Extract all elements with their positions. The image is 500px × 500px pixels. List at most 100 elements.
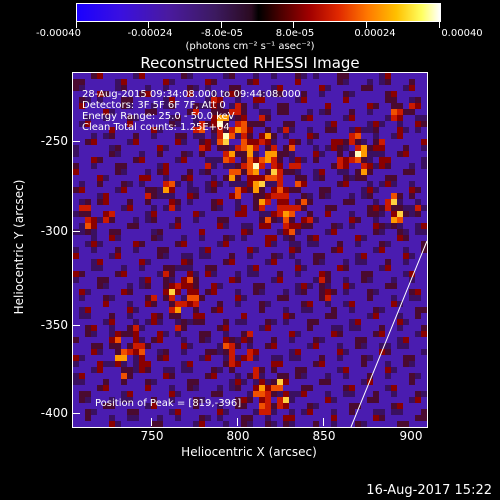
heatmap-cell [337, 331, 344, 338]
heatmap-cell [343, 415, 350, 422]
heatmap-cell [151, 127, 158, 134]
heatmap-cell [121, 73, 128, 80]
heatmap-cell [85, 301, 92, 308]
heatmap-cell [379, 361, 386, 368]
heatmap-cell [145, 409, 152, 416]
heatmap-cell [235, 73, 242, 80]
heatmap-cell [169, 223, 176, 230]
heatmap-cell [415, 205, 422, 212]
heatmap-cell [193, 397, 200, 404]
heatmap-cell [325, 385, 332, 392]
heatmap-cell [109, 97, 116, 104]
heatmap-cell [391, 127, 398, 134]
heatmap-cell [283, 355, 290, 362]
heatmap-cell [181, 175, 188, 182]
heatmap-cell [85, 355, 92, 362]
heatmap-cell [337, 103, 344, 110]
heatmap-cell [319, 205, 326, 212]
heatmap-cell [139, 367, 146, 374]
heatmap-cell [421, 421, 427, 427]
heatmap-cell [85, 253, 92, 260]
heatmap-cell [259, 127, 266, 134]
heatmap-cell [205, 391, 212, 398]
heatmap-cell [319, 295, 326, 302]
heatmap-cell [367, 121, 374, 128]
heatmap-cell [349, 85, 356, 92]
heatmap-cell [115, 301, 122, 308]
heatmap-cell [265, 283, 272, 290]
heatmap-cell [121, 421, 128, 427]
heatmap-cell [235, 265, 242, 272]
heatmap-cell [367, 115, 374, 122]
heatmap-cell [367, 109, 374, 116]
heatmap-cell [187, 331, 194, 338]
heatmap-cell [289, 151, 296, 158]
heatmap-cell [109, 193, 116, 200]
heatmap-cell [175, 373, 182, 380]
heatmap-cell [217, 91, 224, 98]
heatmap-cell [97, 103, 104, 110]
heatmap-cell [97, 169, 104, 176]
heatmap-cell [361, 73, 368, 80]
heatmap-cell [229, 205, 236, 212]
heatmap-cell [181, 199, 188, 206]
heatmap-cell [223, 223, 230, 230]
heatmap-cell [175, 223, 182, 230]
heatmap-cell [409, 319, 416, 326]
heatmap-cell [325, 73, 332, 80]
heatmap-cell [367, 175, 374, 182]
colorbar-tick [366, 22, 367, 28]
heatmap-cell [403, 217, 410, 224]
heatmap-cell [151, 235, 158, 242]
heatmap-cell [265, 217, 272, 224]
heatmap-cell [367, 199, 374, 206]
heatmap-cell [169, 385, 176, 392]
heatmap-cell [79, 265, 86, 272]
heatmap-cell [247, 133, 254, 140]
heatmap-cell [109, 373, 116, 380]
heatmap-cell [391, 409, 398, 416]
heatmap-cell [91, 229, 98, 236]
heatmap-cell [421, 235, 427, 242]
heatmap-cell [289, 169, 296, 176]
heatmap-cell [307, 343, 314, 350]
heatmap-cell [331, 283, 338, 290]
heatmap-cell [391, 283, 398, 290]
heatmap-cell [355, 229, 362, 236]
heatmap-cell [157, 349, 164, 356]
heatmap-cell [415, 421, 422, 427]
heatmap-cell [331, 229, 338, 236]
heatmap-cell [349, 295, 356, 302]
heatmap-cell [397, 325, 404, 332]
heatmap-cell [247, 295, 254, 302]
heatmap-cell [115, 139, 122, 146]
heatmap-cell [397, 229, 404, 236]
heatmap-cell [253, 217, 260, 224]
heatmap-cell [331, 343, 338, 350]
heatmap [73, 73, 427, 427]
heatmap-cell [313, 139, 320, 146]
heatmap-cell [91, 397, 98, 404]
heatmap-cell [115, 163, 122, 170]
heatmap-cell [337, 247, 344, 254]
heatmap-cell [115, 121, 122, 128]
heatmap-cell [271, 151, 278, 158]
heatmap-cell [313, 421, 320, 427]
heatmap-cell [235, 133, 242, 140]
heatmap-cell [391, 235, 398, 242]
heatmap-cell [133, 283, 140, 290]
heatmap-cell [325, 421, 332, 427]
heatmap-cell [355, 187, 362, 194]
heatmap-cell [151, 253, 158, 260]
heatmap-cell [151, 385, 158, 392]
heatmap-cell [331, 247, 338, 254]
heatmap-cell [289, 373, 296, 380]
heatmap-cell [349, 193, 356, 200]
heatmap-cell [187, 367, 194, 374]
heatmap-cell [103, 337, 110, 344]
heatmap-cell [175, 319, 182, 326]
heatmap-cell [301, 277, 308, 284]
heatmap-cell [421, 283, 427, 290]
colorbar-label: -8.0e-05 [201, 28, 243, 39]
heatmap-cell [421, 139, 427, 146]
